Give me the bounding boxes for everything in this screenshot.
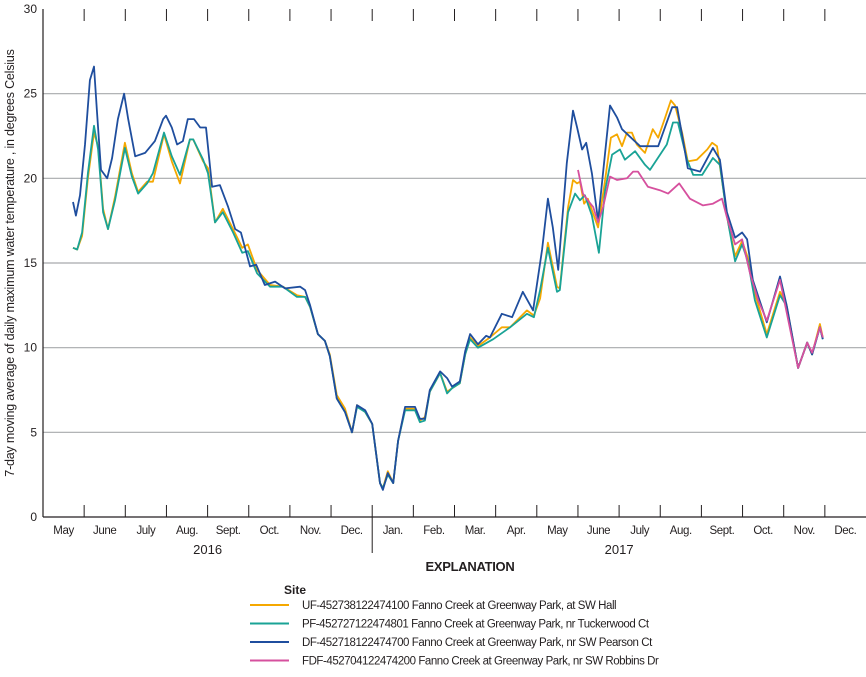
x-month-label: Sept. — [710, 525, 735, 537]
series-line-fdf — [577, 169, 824, 369]
y-tick-label: 25 — [24, 87, 38, 101]
x-month-label: Dec. — [834, 525, 856, 537]
x-month-label: Sept. — [216, 525, 241, 537]
legend-label: DF-452718122474700 Fanno Creek at Greenw… — [302, 637, 653, 649]
x-month-label: Aug. — [176, 525, 198, 537]
x-month-label: Nov. — [300, 525, 321, 537]
x-year-label: 2016 — [193, 542, 222, 557]
legend-title: EXPLANATION — [426, 559, 515, 574]
x-month-label: Jan. — [383, 525, 403, 537]
x-month-label: Nov. — [794, 525, 815, 537]
x-month-label: Oct. — [260, 525, 280, 537]
x-month-label: July — [136, 525, 156, 537]
y-tick-label: 30 — [24, 2, 38, 16]
legend-subtitle: Site — [284, 583, 306, 597]
legend: UF-452738122474100 Fanno Creek at Greenw… — [250, 600, 659, 668]
y-tick-label: 5 — [30, 425, 37, 439]
series-line-df — [72, 65, 824, 491]
x-year-label: 2017 — [605, 542, 634, 557]
series-line-pf — [72, 121, 824, 490]
x-month-label: July — [630, 525, 650, 537]
x-month-label: June — [587, 525, 610, 537]
series-lines — [72, 65, 824, 491]
gridlines — [43, 93, 866, 433]
legend-label: UF-452738122474100 Fanno Creek at Greenw… — [302, 600, 616, 612]
x-month-label: Mar. — [465, 525, 486, 537]
axis-labels: 0 5 10 15 20 25 30 May June July Aug. Sept. Oct. Nov.… — [24, 2, 857, 557]
x-month-label: Oct. — [753, 525, 773, 537]
y-axis-title: 7-day moving average of daily maximum wa… — [3, 49, 17, 476]
x-month-label: Dec. — [341, 525, 363, 537]
x-month-label: Apr. — [507, 525, 526, 537]
x-month-label: May — [53, 525, 74, 537]
axes — [42, 9, 866, 553]
x-month-label: Feb. — [423, 525, 445, 537]
y-tick-label: 0 — [30, 510, 37, 524]
y-tick-label: 15 — [24, 256, 38, 270]
x-month-label: May — [547, 525, 568, 537]
x-month-label: Aug. — [670, 525, 692, 537]
x-month-label: June — [93, 525, 116, 537]
y-tick-label: 20 — [24, 171, 38, 185]
legend-label: FDF-452704122474200 Fanno Creek at Green… — [302, 656, 659, 668]
y-tick-label: 10 — [24, 341, 38, 355]
legend-label: PF-452727122474801 Fanno Creek at Greenw… — [302, 619, 650, 631]
